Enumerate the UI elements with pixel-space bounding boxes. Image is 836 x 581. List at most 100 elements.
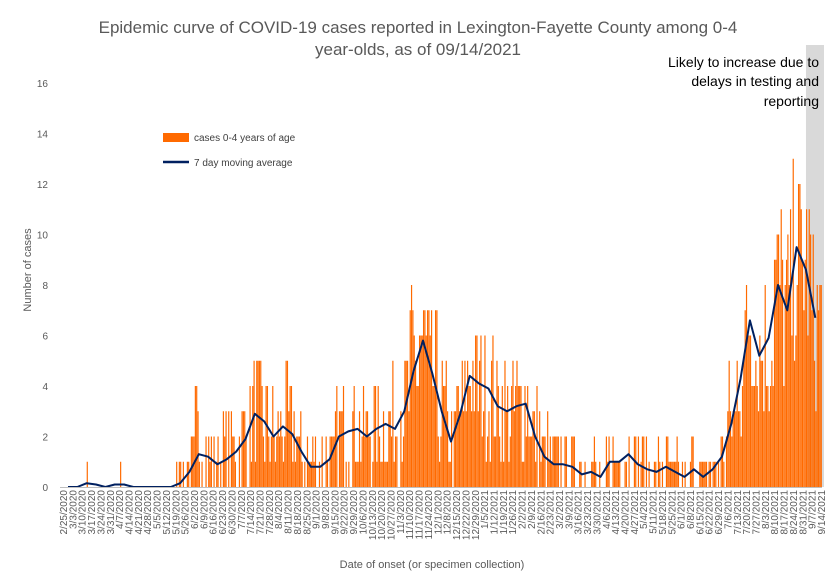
case-bar — [536, 386, 538, 487]
case-bar — [198, 461, 200, 487]
case-bar — [791, 335, 793, 487]
case-bar — [234, 461, 237, 487]
case-bar — [310, 461, 313, 487]
case-bar — [330, 436, 333, 487]
x-tick-label: 10/13/2020 — [368, 490, 379, 540]
case-bar — [465, 411, 467, 487]
case-bar — [266, 386, 269, 487]
case-bar — [543, 436, 545, 487]
x-tick-label: 10/20/2020 — [377, 490, 388, 540]
case-bar — [511, 386, 513, 487]
case-bar — [540, 461, 542, 487]
case-bar — [256, 360, 258, 487]
x-tick-label: 6/9/2020 — [199, 490, 210, 529]
case-bar — [366, 411, 369, 487]
case-bar — [777, 234, 780, 487]
case-bar — [333, 436, 335, 487]
case-bar — [487, 436, 489, 487]
x-tick-label: 7/14/2020 — [246, 490, 257, 535]
case-bar — [560, 436, 562, 487]
case-bar — [796, 285, 798, 487]
case-bar — [708, 461, 710, 487]
case-bar — [535, 461, 537, 487]
case-bar — [713, 461, 716, 487]
case-bar — [484, 335, 486, 487]
x-tick-label: 4/27/2021 — [630, 490, 641, 535]
case-bar — [524, 386, 526, 487]
case-bar — [513, 411, 515, 487]
case-bar — [531, 436, 533, 487]
case-bar — [410, 285, 413, 487]
case-bar — [233, 436, 235, 487]
case-bar — [781, 259, 784, 487]
case-bar — [188, 461, 190, 487]
case-bar — [282, 461, 285, 487]
case-bar — [314, 436, 317, 487]
case-bar — [541, 436, 543, 487]
case-bar — [460, 411, 462, 487]
case-bar — [405, 360, 407, 487]
case-bar — [812, 234, 814, 487]
x-tick-label: 3/2/2021 — [555, 490, 566, 529]
case-bar — [736, 360, 738, 487]
x-tick-label: 5/25/2021 — [667, 490, 678, 535]
case-bar — [257, 360, 259, 487]
case-bar — [592, 461, 594, 487]
case-bar — [737, 411, 740, 487]
case-bar — [760, 360, 762, 487]
case-bar — [284, 436, 286, 487]
case-bar — [691, 436, 693, 487]
case-bar — [759, 335, 761, 487]
x-tick-label: 6/8/2021 — [686, 490, 697, 529]
case-bar — [768, 411, 770, 487]
case-bar — [721, 436, 724, 487]
case-bar — [385, 461, 387, 487]
y-axis-label: Number of cases — [22, 228, 34, 312]
case-bar — [556, 436, 558, 487]
case-bar — [613, 461, 616, 487]
case-bar — [444, 386, 446, 487]
y-tick-label: 0 — [42, 483, 48, 494]
case-bar — [241, 411, 243, 487]
case-bar — [338, 411, 341, 487]
x-tick-label: 6/22/2021 — [705, 490, 716, 535]
x-tick-label: 8/24/2021 — [789, 490, 800, 535]
case-bar — [747, 335, 749, 487]
case-bar — [712, 461, 714, 487]
case-bar — [329, 436, 331, 487]
case-bar — [253, 360, 255, 487]
x-tick-label: 3/3/2020 — [68, 490, 79, 529]
legend-label-cases: cases 0-4 years of age — [194, 133, 296, 144]
case-bar — [659, 461, 661, 487]
case-bar — [358, 411, 361, 487]
case-bar — [793, 360, 796, 487]
case-bar — [593, 436, 595, 487]
case-bar — [551, 461, 553, 487]
case-bar — [491, 360, 493, 487]
case-bar — [390, 436, 393, 487]
x-tick-label: 6/2/2020 — [190, 490, 201, 529]
case-bar — [617, 461, 620, 487]
case-bar — [468, 386, 470, 487]
case-bar — [489, 461, 491, 487]
case-bar — [732, 411, 734, 487]
case-bar — [529, 436, 531, 487]
x-tick-label: 8/31/2021 — [798, 490, 809, 535]
case-bar — [429, 335, 431, 487]
case-bar — [801, 259, 804, 487]
x-tick-label: 2/9/2021 — [527, 490, 538, 529]
case-bar — [354, 461, 357, 487]
y-tick-label: 10 — [37, 231, 49, 242]
bars-cases-0-4 — [86, 158, 822, 487]
case-bar — [607, 461, 609, 487]
x-tick-label: 7/21/2020 — [256, 490, 267, 535]
case-bar — [751, 386, 753, 487]
case-bar — [420, 335, 422, 487]
case-bar — [292, 461, 294, 487]
case-bar — [273, 436, 275, 487]
case-bar — [438, 461, 441, 487]
case-bar — [672, 461, 674, 487]
case-bar — [261, 386, 263, 487]
case-bar — [643, 436, 645, 487]
case-bar — [740, 436, 742, 487]
